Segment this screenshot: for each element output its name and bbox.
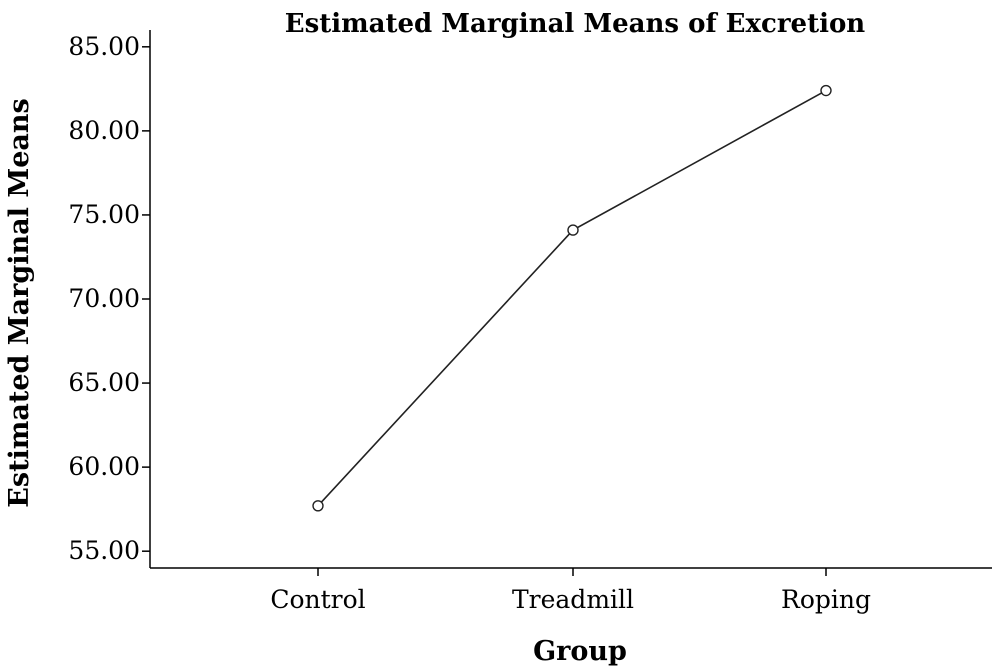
data-point-treadmill bbox=[567, 224, 579, 236]
y-tick-label: 80.00 bbox=[68, 116, 140, 145]
data-point-control bbox=[312, 500, 324, 512]
data-point-roping bbox=[820, 84, 832, 97]
y-tick-label: 75.00 bbox=[68, 200, 140, 229]
series-line bbox=[317, 89, 827, 507]
y-tick-label: 55.00 bbox=[68, 536, 140, 565]
y-axis-title: Estimated Marginal Means bbox=[4, 98, 35, 507]
chart-title: Estimated Marginal Means of Excretion bbox=[285, 9, 866, 39]
x-tick-label: Treadmill bbox=[512, 585, 634, 614]
x-tick-label: Roping bbox=[781, 585, 871, 614]
y-tick-label: 70.00 bbox=[68, 284, 140, 313]
y-tick-label: 65.00 bbox=[68, 368, 140, 397]
y-tick-label: 60.00 bbox=[68, 452, 140, 481]
y-tick-label: 85.00 bbox=[68, 32, 140, 61]
x-axis-title: Group bbox=[533, 636, 627, 667]
plot-area bbox=[312, 84, 832, 512]
y-axis: 55.00 60.00 65.00 70.00 75.00 80.00 85.00 bbox=[68, 30, 151, 568]
x-tick-label: Control bbox=[270, 585, 365, 614]
x-axis: Control Treadmill Roping bbox=[150, 567, 992, 614]
